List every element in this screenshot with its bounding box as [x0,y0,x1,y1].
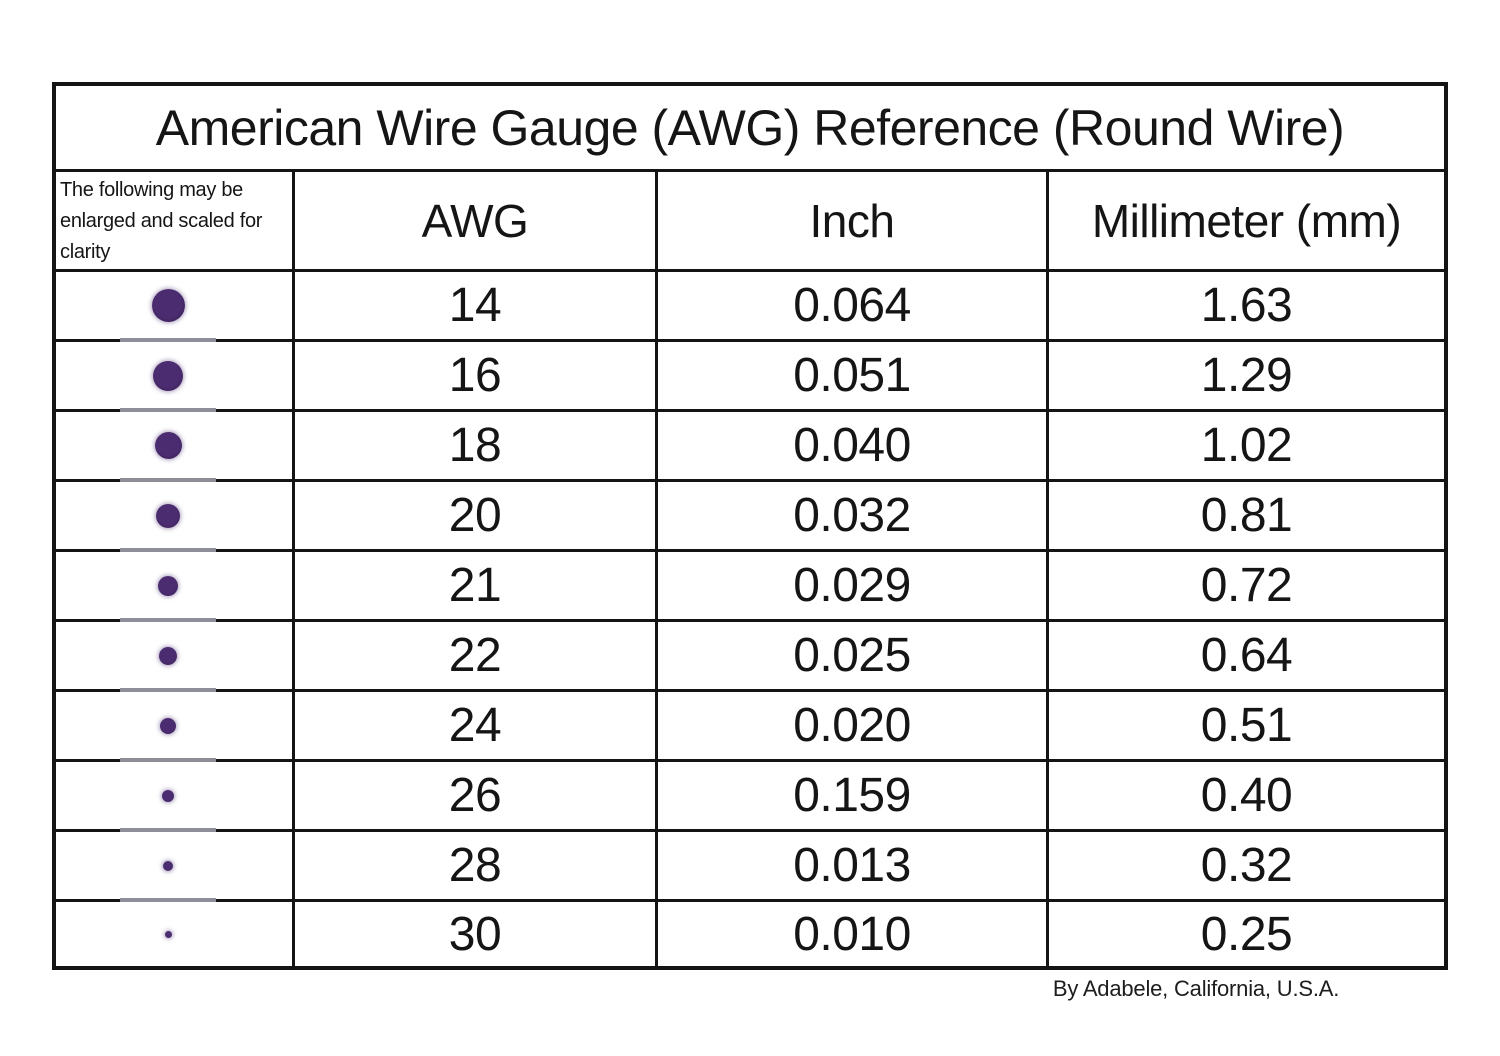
awg-value: 20 [295,482,658,552]
table-title-text: American Wire Gauge (AWG) Reference (Rou… [155,99,1345,156]
table-row: 24 0.020 0.51 [56,692,1444,762]
wire-size-dot-cell [56,272,295,342]
wire-size-dot-cell [56,552,295,622]
dot-underline-mark [120,618,216,622]
wire-size-dot-cell [56,482,295,552]
wire-size-dot-cell [56,902,295,966]
wire-size-dot [159,646,177,665]
wire-size-dot [151,289,185,322]
awg-value: 28 [295,832,658,902]
awg-reference-table: American Wire Gauge (AWG) Reference (Rou… [52,82,1448,970]
mm-value: 1.63 [1049,272,1444,342]
table-row: 22 0.025 0.64 [56,622,1444,692]
awg-value: 22 [295,622,658,692]
wire-size-dot [160,717,176,734]
awg-value: 24 [295,692,658,762]
dot-underline-mark [120,478,216,482]
awg-value: 14 [295,272,658,342]
awg-value: 16 [295,342,658,412]
wire-size-dot-cell [56,622,295,692]
mm-value: 1.02 [1049,412,1444,482]
inch-value: 0.032 [658,482,1049,552]
awg-value: 21 [295,552,658,622]
mm-value: 0.51 [1049,692,1444,762]
credit-line: By Adabele, California, U.S.A. [1052,976,1340,1001]
mm-value: 0.40 [1049,762,1444,832]
wire-size-dot [163,860,173,871]
table-row: 16 0.051 1.29 [56,342,1444,412]
table-row: 26 0.159 0.40 [56,762,1444,832]
table-body: 14 0.064 1.63 16 0.051 1.29 18 0.040 1.0… [56,272,1444,966]
mm-value: 0.32 [1049,832,1444,902]
dot-underline-mark [120,828,216,832]
table-row: 28 0.013 0.32 [56,832,1444,902]
dot-underline-mark [120,408,216,412]
table-header-row: The following may be enlarged and scaled… [56,172,1444,272]
mm-value: 0.25 [1049,902,1444,966]
wire-size-dot-cell [56,762,295,832]
wire-size-dot-cell [56,342,295,412]
wire-size-dot-cell [56,832,295,902]
column-header-mm: Millimeter (mm) [1049,172,1444,272]
enlargement-note: The following may be enlarged and scaled… [56,172,295,272]
mm-value: 0.81 [1049,482,1444,552]
table-row: 14 0.064 1.63 [56,272,1444,342]
inch-value: 0.013 [658,832,1049,902]
wire-size-dot [153,360,183,391]
wire-size-dot [154,432,182,459]
mm-value: 1.29 [1049,342,1444,412]
inch-value: 0.064 [658,272,1049,342]
inch-value: 0.051 [658,342,1049,412]
dot-underline-mark [120,548,216,552]
wire-size-dot [164,930,172,938]
wire-size-dot [158,575,178,596]
inch-value: 0.020 [658,692,1049,762]
inch-value: 0.159 [658,762,1049,832]
inch-value: 0.025 [658,622,1049,692]
table-row: 20 0.032 0.81 [56,482,1444,552]
wire-size-dot-cell [56,692,295,762]
dot-underline-mark [120,688,216,692]
table-title: American Wire Gauge (AWG) Reference (Rou… [56,86,1444,172]
table-row: 18 0.040 1.02 [56,412,1444,482]
mm-value: 0.72 [1049,552,1444,622]
awg-value: 30 [295,902,658,966]
mm-value: 0.64 [1049,622,1444,692]
wire-size-dot-cell [56,412,295,482]
inch-value: 0.040 [658,412,1049,482]
wire-size-dot [156,503,180,528]
table-row: 21 0.029 0.72 [56,552,1444,622]
awg-value: 18 [295,412,658,482]
awg-value: 26 [295,762,658,832]
dot-underline-mark [120,898,216,902]
inch-value: 0.010 [658,902,1049,966]
wire-size-dot [162,789,174,802]
dot-underline-mark [120,338,216,342]
dot-underline-mark [120,758,216,762]
table-row: 30 0.010 0.25 [56,902,1444,966]
column-header-inch: Inch [658,172,1049,272]
inch-value: 0.029 [658,552,1049,622]
column-header-awg: AWG [295,172,658,272]
